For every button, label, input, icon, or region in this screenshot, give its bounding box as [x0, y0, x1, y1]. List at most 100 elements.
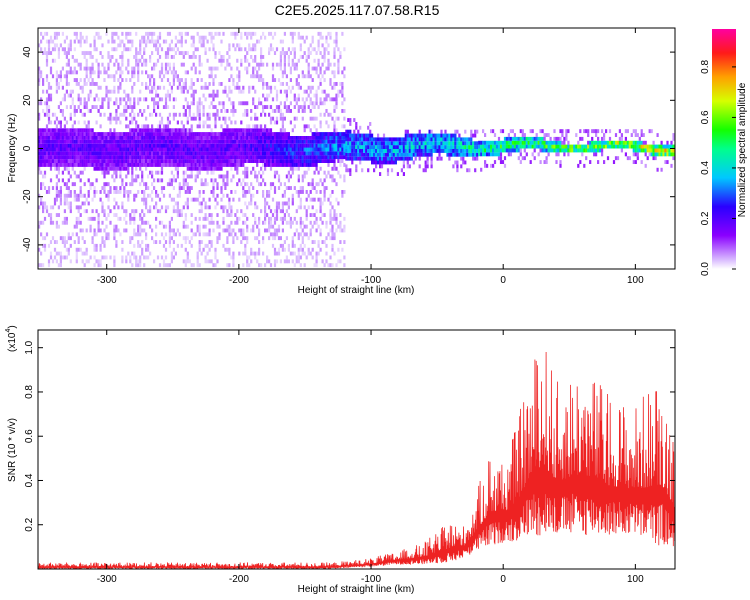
spectrogram-cell	[162, 139, 166, 144]
spectrogram-cell	[202, 35, 205, 40]
spectrogram-cell	[139, 51, 142, 55]
spectrogram-cell	[242, 89, 245, 94]
spectrogram-cell	[57, 163, 60, 167]
spectrogram-cell	[293, 31, 296, 36]
spectrogram-cell	[283, 136, 286, 140]
spectrogram-cell	[137, 143, 140, 148]
spectrogram-cell	[101, 240, 104, 244]
spectrogram-cell	[149, 205, 152, 210]
spectrogram-cell	[343, 240, 346, 244]
spectrogram-cell	[224, 109, 227, 113]
spectrogram-cell	[38, 224, 41, 229]
spectrogram-cell	[170, 55, 173, 59]
spectrogram-cell	[446, 149, 449, 153]
spectrogram-cell	[277, 201, 281, 206]
spectrogram-cell	[226, 174, 229, 179]
spectrogram-cell	[212, 151, 215, 156]
spectrogram-cell	[125, 228, 128, 233]
spectrogram-cell	[83, 97, 86, 102]
spectrogram-cell	[428, 145, 431, 149]
spectrogram-cell	[59, 163, 62, 167]
spectrogram-cell	[137, 263, 140, 268]
spectrogram-cell	[236, 139, 239, 144]
spectrogram-cell	[198, 232, 201, 237]
spectrogram-cell	[65, 128, 68, 133]
spectrogram-cell	[309, 232, 312, 237]
spectrogram-cell	[174, 97, 177, 102]
spectrogram-cell	[47, 132, 51, 136]
spectrogram-cell	[79, 136, 82, 140]
spectrogram-cell	[601, 148, 604, 153]
spectrogram-cell	[133, 116, 136, 121]
spectrogram-cell	[89, 70, 92, 75]
spectrogram-cell	[38, 136, 41, 140]
spectrogram-cell	[172, 128, 175, 133]
spectrogram-cell	[295, 97, 298, 102]
spectrogram-cell	[75, 128, 78, 133]
spectrogram-cell	[228, 213, 231, 217]
spectrogram-cell	[234, 190, 237, 194]
spectrogram-cell	[71, 147, 74, 152]
spectrogram-cell	[509, 144, 512, 149]
spectrogram-cell	[329, 147, 332, 152]
spectrogram-cell	[105, 166, 108, 171]
spectrogram-cell	[603, 136, 606, 141]
spectrogram-cell	[476, 145, 479, 149]
spectrogram-cell	[166, 31, 170, 36]
spectrogram-cell	[103, 182, 106, 187]
spectrogram-cell	[202, 216, 205, 221]
spectrogram-cell	[40, 70, 43, 75]
spectrogram-cell	[490, 144, 493, 149]
spectrogram-cell	[236, 132, 239, 136]
spectrogram-cell	[151, 236, 154, 241]
spectrogram-cell	[127, 136, 130, 140]
spectrogram-cell	[275, 159, 279, 163]
spectrogram-cell	[422, 145, 425, 149]
spectrogram-cell	[355, 149, 358, 153]
spectrogram-cell	[325, 224, 328, 229]
spectrogram-cell	[319, 143, 322, 148]
spectrogram-cell	[252, 193, 255, 198]
spectrogram-cell	[91, 159, 94, 163]
spectrogram-cell	[133, 55, 136, 59]
spectrogram-cell	[101, 151, 104, 156]
spectrogram-cell	[190, 170, 193, 175]
spectrogram-cell	[170, 143, 173, 148]
spectrogram-cell	[543, 140, 546, 145]
spectrogram-cell	[256, 139, 259, 144]
spectrogram-cell	[503, 140, 507, 145]
spectrogram-cell	[343, 263, 346, 268]
spectrogram-cell	[198, 147, 201, 152]
spectrogram-cell	[379, 145, 382, 149]
spectrogram-cell	[121, 155, 124, 160]
spectrogram-cell	[269, 128, 273, 133]
spectrogram-cell	[299, 105, 302, 109]
spectrogram-cell	[375, 149, 378, 153]
spectrogram-cell	[333, 120, 336, 125]
spectrogram-cell	[343, 124, 346, 129]
spectrogram-cell	[198, 101, 201, 106]
spectrogram-cell	[115, 147, 118, 152]
spectrogram-cell	[460, 141, 463, 146]
spectrogram-cell	[343, 66, 346, 71]
spectrogram-cell	[513, 136, 516, 141]
spectrogram-cell	[119, 147, 122, 152]
spectrogram-cell	[38, 66, 41, 71]
spectrogram-cell	[333, 159, 336, 163]
spectrogram-cell	[264, 263, 267, 268]
spectrogram-cell	[480, 148, 483, 153]
spectrogram-cell	[218, 139, 221, 144]
spectrogram-cell	[287, 151, 290, 156]
spectrogram-cell	[182, 132, 185, 136]
spectrogram-cell	[151, 170, 154, 175]
spectrogram-cell	[339, 155, 342, 160]
spectrogram-cell	[379, 149, 382, 153]
spectrogram-cell	[89, 228, 92, 233]
spectrogram-cell	[170, 197, 173, 202]
spectrogram-cell	[222, 205, 225, 210]
spectrogram-cell	[331, 224, 334, 229]
spectrogram-cell	[91, 197, 94, 202]
spectrogram-cell	[149, 39, 152, 44]
spectrogram-cell	[258, 220, 261, 225]
spectrogram-cell	[198, 209, 201, 214]
